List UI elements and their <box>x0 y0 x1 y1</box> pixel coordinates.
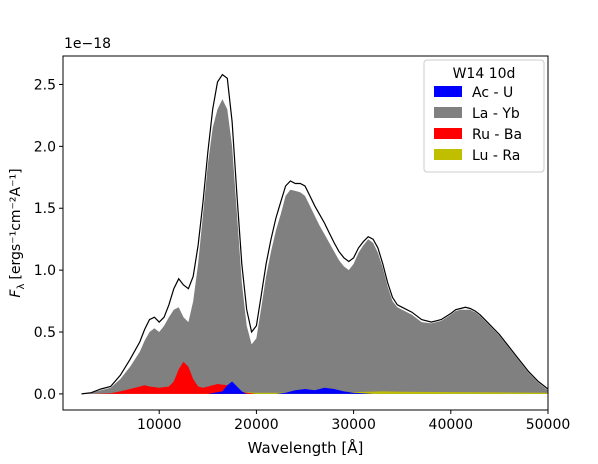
x-tick-label: 10000 <box>137 417 182 433</box>
plot-areas <box>81 73 548 395</box>
legend: W14 10d Ac - U La - Yb Ru - Ba Lu - Ra <box>423 59 545 173</box>
y-tick-label: 1.0 <box>34 263 56 279</box>
y-axis: 0.0 0.5 1.0 1.5 2.0 2.5 <box>34 77 63 403</box>
legend-title: W14 10d <box>453 66 516 82</box>
y-tick-label: 2.5 <box>34 77 56 93</box>
y-axis-label: Fλ [ergs⁻¹cm⁻²A⁻¹] <box>8 168 27 297</box>
legend-swatch <box>434 149 462 160</box>
x-axis-label: Wavelength [Å] <box>248 438 364 457</box>
y-tick-label: 1.5 <box>34 201 56 217</box>
legend-swatch <box>434 107 462 118</box>
series-line-total <box>81 73 548 395</box>
y-tick-label: 2.0 <box>34 139 56 155</box>
y-tick-label: 0.5 <box>34 325 56 341</box>
plot-frame <box>62 55 549 411</box>
legend-entries: Ac - U La - Yb Ru - Ba Lu - Ra <box>434 85 522 164</box>
series-area-ru-ba <box>91 361 257 394</box>
legend-label: La - Yb <box>472 106 520 122</box>
legend-label: Lu - Ra <box>472 148 520 164</box>
legend-swatch <box>434 86 462 97</box>
x-tick-label: 40000 <box>429 417 474 433</box>
y-tick-label: 0.0 <box>34 387 56 403</box>
series-area-la-yb <box>81 99 548 394</box>
x-tick-label: 30000 <box>331 417 376 433</box>
y-axis-label-main: F <box>8 289 24 298</box>
series-area-ac-u <box>207 381 374 394</box>
legend-label: Ru - Ba <box>472 127 522 143</box>
legend-label: Ac - U <box>472 85 513 101</box>
axis-offset-label: 1e−18 <box>64 36 111 52</box>
x-tick-label: 50000 <box>526 417 571 433</box>
legend-swatch <box>434 128 462 139</box>
y-axis-label-unit: [ergs⁻¹cm⁻²A⁻¹] <box>8 168 24 279</box>
x-tick-label: 20000 <box>234 417 279 433</box>
y-axis-label-sub: λ <box>16 284 27 290</box>
x-axis: 10000 20000 30000 40000 50000 <box>137 410 570 433</box>
